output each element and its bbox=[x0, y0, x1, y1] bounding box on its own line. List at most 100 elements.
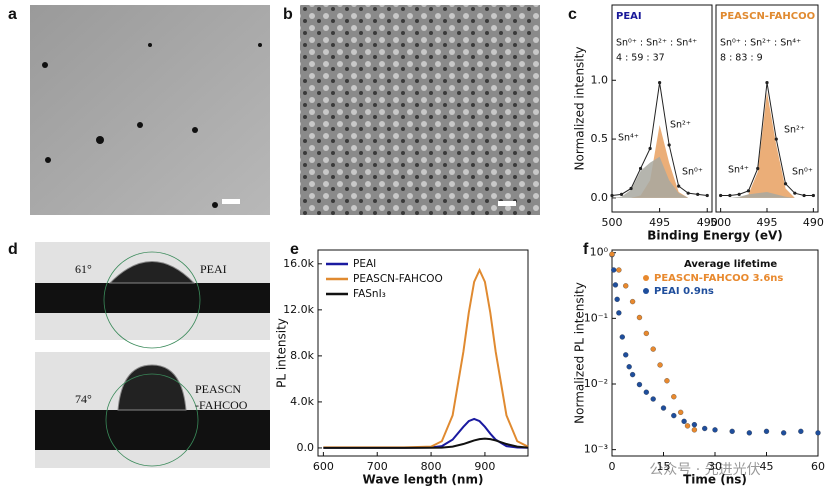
y-tick-label: 10⁻³ bbox=[584, 443, 608, 456]
peak-annotation: Sn⁰⁺ bbox=[682, 167, 703, 178]
decay-point bbox=[781, 430, 787, 436]
component-area bbox=[720, 192, 814, 198]
x-axis-label: Wave length (nm) bbox=[363, 473, 484, 487]
decay-point bbox=[763, 428, 770, 434]
spectrum-point bbox=[765, 81, 769, 85]
ratio-header: Sn⁰⁺ : Sn²⁺ : Sn⁴⁺ bbox=[616, 38, 697, 49]
decay-point bbox=[660, 405, 667, 411]
x-tick-label: 490 bbox=[803, 216, 824, 229]
panel-label: f bbox=[583, 241, 589, 258]
decay-point bbox=[684, 423, 691, 429]
y-tick-label: 10⁻¹ bbox=[584, 311, 608, 324]
contact-angle-image-bottom bbox=[35, 352, 270, 468]
decay-point bbox=[815, 430, 821, 436]
sample-label: PEAI bbox=[200, 262, 227, 276]
y-tick-label: 0.0 bbox=[297, 441, 315, 454]
decay-point bbox=[702, 425, 708, 432]
spectrum-point bbox=[658, 81, 662, 85]
x-tick-label: 45 bbox=[760, 460, 774, 473]
decay-point bbox=[691, 422, 698, 428]
x-tick-label: 495 bbox=[649, 216, 670, 229]
spectrum-point bbox=[802, 193, 806, 198]
x-tick-label: 600 bbox=[313, 460, 334, 473]
decay-point bbox=[671, 412, 677, 419]
x-axis-label: Time (ns) bbox=[683, 473, 747, 487]
y-axis-label: Normalized PL intensity bbox=[573, 282, 587, 424]
decay-point bbox=[626, 364, 632, 370]
spectrum-point bbox=[783, 182, 788, 186]
decay-point bbox=[650, 346, 656, 352]
component-area bbox=[720, 92, 814, 198]
decay-point bbox=[609, 251, 615, 257]
x-tick-label: 30 bbox=[708, 460, 722, 473]
plot-frame bbox=[317, 249, 529, 457]
decay-point bbox=[629, 298, 636, 305]
decay-point bbox=[616, 310, 622, 316]
spectrum-point bbox=[774, 137, 778, 141]
spectrum-point bbox=[629, 186, 633, 191]
spectrum-point bbox=[696, 192, 700, 196]
peak-annotation: Sn⁰⁺ bbox=[792, 167, 813, 178]
legend-marker bbox=[643, 275, 649, 281]
legend-label: FASnI₃ bbox=[353, 288, 386, 300]
decay-point bbox=[623, 352, 629, 358]
legend-label: PEAI 0.9ns bbox=[654, 286, 714, 297]
decay-point bbox=[619, 334, 625, 340]
decay-point bbox=[636, 381, 643, 388]
panel-label: c bbox=[568, 6, 577, 23]
spectrum-point bbox=[677, 184, 681, 188]
panel-label: a bbox=[8, 6, 17, 23]
panel-label: e bbox=[290, 241, 299, 258]
legend-title: Average lifetime bbox=[684, 259, 777, 270]
decay-point bbox=[643, 330, 649, 337]
spectrum-point bbox=[728, 193, 732, 198]
panel-label: d bbox=[8, 241, 18, 258]
decay-point bbox=[746, 430, 752, 436]
spectrum-point bbox=[756, 166, 760, 171]
pl-line bbox=[323, 417, 529, 449]
spectrum-point bbox=[686, 191, 690, 195]
decay-point bbox=[636, 314, 643, 321]
sem-image-b bbox=[300, 5, 540, 215]
decay-point bbox=[611, 267, 617, 273]
decay-point bbox=[664, 378, 670, 384]
contact-angle: 61° bbox=[75, 262, 92, 276]
spectrum-point bbox=[705, 193, 709, 198]
peak-annotation: Sn²⁺ bbox=[784, 125, 805, 136]
spectrum-point bbox=[746, 189, 751, 193]
y-tick-label: 0.5 bbox=[591, 132, 609, 145]
decay-point bbox=[643, 389, 649, 395]
spectrum-point bbox=[719, 193, 723, 198]
decay-point bbox=[671, 394, 677, 400]
legend-label: PEAI bbox=[353, 258, 376, 270]
legend-label: PEASCN-FAHCOO 3.6ns bbox=[654, 273, 783, 284]
y-tick-label: 12.0k bbox=[283, 303, 314, 316]
decay-point bbox=[681, 418, 687, 424]
ratio-values: 4 : 59 : 37 bbox=[616, 53, 665, 64]
y-tick-label: 8.0k bbox=[290, 349, 314, 362]
spectrum-point bbox=[667, 143, 671, 147]
spectrum-point bbox=[811, 193, 815, 198]
plot-frame bbox=[611, 4, 713, 213]
y-tick-label: 0.0 bbox=[591, 191, 609, 204]
decay-point bbox=[691, 427, 698, 433]
sem-image-a bbox=[30, 5, 270, 215]
y-tick-label: 10⁻² bbox=[584, 377, 608, 390]
y-tick-label: 4.0k bbox=[290, 395, 314, 408]
x-tick-label: 900 bbox=[474, 460, 495, 473]
watermark: 公众号 · 先进光伏 bbox=[649, 462, 760, 478]
y-axis-label: Normalized intensity bbox=[573, 47, 587, 171]
panel-title: PEAI bbox=[616, 11, 642, 22]
x-tick-label: 500 bbox=[602, 216, 623, 229]
decay-point bbox=[629, 371, 636, 378]
spectrum-point bbox=[648, 146, 652, 151]
decay-point bbox=[616, 267, 622, 273]
decay-point bbox=[650, 396, 656, 402]
decay-point bbox=[712, 427, 718, 433]
x-tick-label: 490 bbox=[697, 216, 718, 229]
sample-label: -FAHCOO bbox=[195, 398, 248, 412]
y-tick-label: 10⁰ bbox=[590, 246, 609, 259]
peak-annotation: Sn⁴⁺ bbox=[618, 133, 639, 144]
